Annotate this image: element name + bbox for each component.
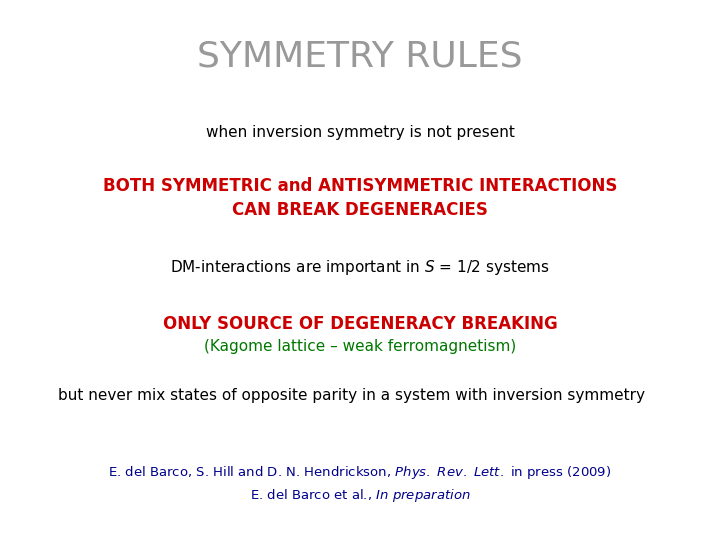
Text: BOTH SYMMETRIC and ANTISYMMETRIC INTERACTIONS: BOTH SYMMETRIC and ANTISYMMETRIC INTERAC… bbox=[103, 177, 617, 195]
Text: E. del Barco, S. Hill and D. N. Hendrickson, $\mathit{Phys.\ Rev.\ Lett.}$ in pr: E. del Barco, S. Hill and D. N. Hendrick… bbox=[108, 464, 612, 481]
Text: but never mix states of opposite parity in a system with inversion symmetry: but never mix states of opposite parity … bbox=[58, 388, 644, 403]
Text: ONLY SOURCE OF DEGENERACY BREAKING: ONLY SOURCE OF DEGENERACY BREAKING bbox=[163, 315, 557, 333]
Text: when inversion symmetry is not present: when inversion symmetry is not present bbox=[206, 125, 514, 140]
Text: E. del Barco et al., $\mathit{In\ preparation}$: E. del Barco et al., $\mathit{In\ prepar… bbox=[250, 487, 470, 504]
Text: SYMMETRY RULES: SYMMETRY RULES bbox=[197, 40, 523, 73]
Text: DM-interactions are important in $\mathit{S}$ = 1/2 systems: DM-interactions are important in $\mathi… bbox=[170, 258, 550, 277]
Text: CAN BREAK DEGENERACIES: CAN BREAK DEGENERACIES bbox=[232, 200, 488, 219]
Text: (Kagome lattice – weak ferromagnetism): (Kagome lattice – weak ferromagnetism) bbox=[204, 339, 516, 354]
